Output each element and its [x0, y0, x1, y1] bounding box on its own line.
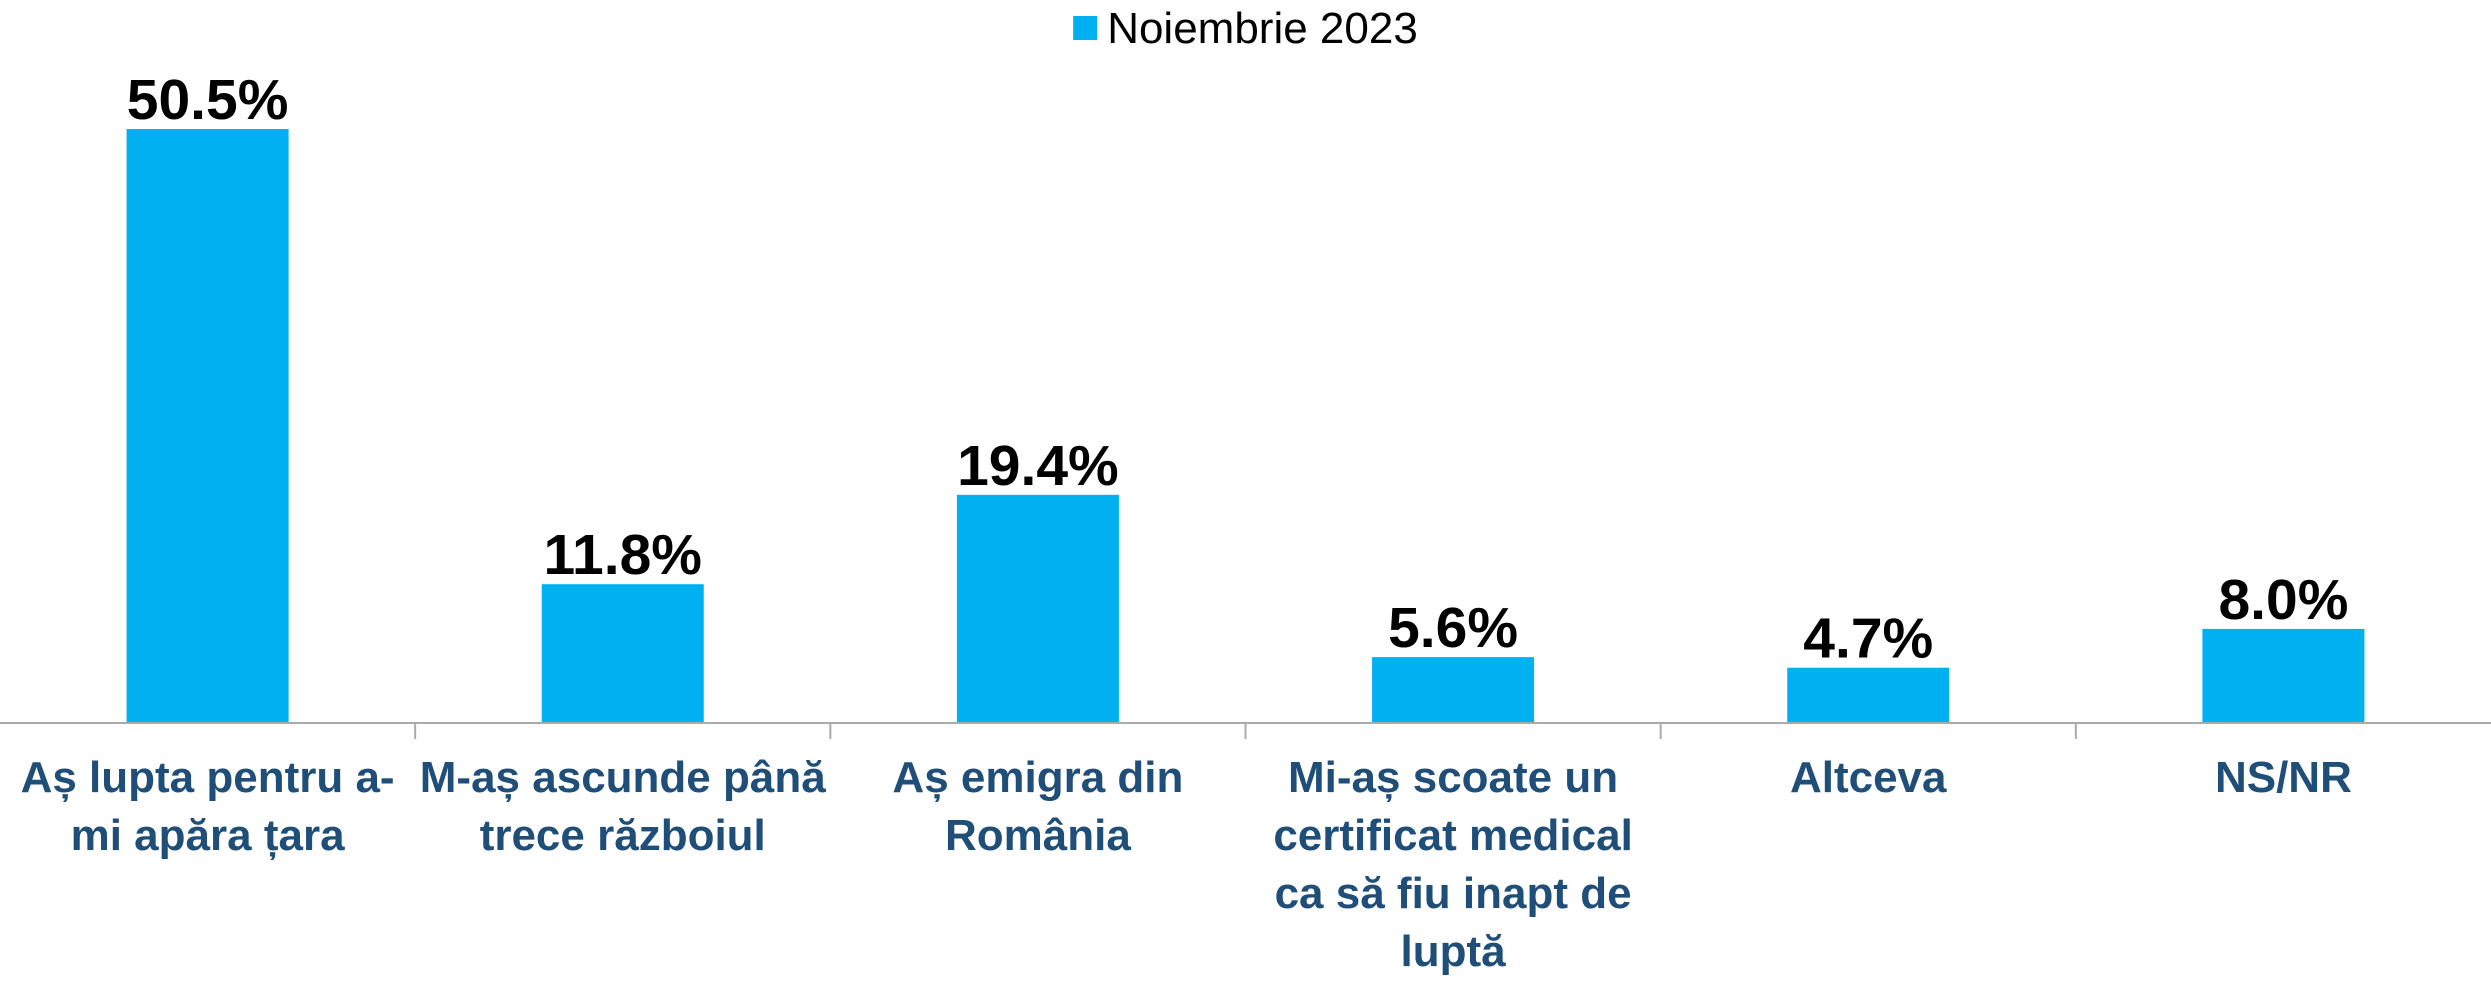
data-label: 4.7%	[1803, 607, 1933, 671]
x-tick-label: Altceva	[1789, 753, 1947, 802]
x-tick-label: Aș lupta pentru a-mi apăra țara	[20, 753, 395, 860]
data-label: 8.0%	[2218, 568, 2348, 632]
bar	[541, 584, 704, 723]
data-label: 5.6%	[1388, 596, 1518, 660]
bar	[1372, 657, 1535, 723]
data-label: 50.5%	[127, 68, 289, 132]
bar	[1787, 667, 1950, 723]
bar	[126, 129, 289, 723]
data-label: 19.4%	[957, 434, 1119, 498]
x-tick-label: M-aș ascunde până trece războiul	[419, 753, 826, 860]
legend-label: Noiembrie 2023	[1107, 4, 1418, 53]
bar	[2202, 628, 2365, 723]
x-tick-label: NS/NR	[2214, 753, 2352, 802]
bar	[956, 494, 1119, 723]
x-tick-label: Mi-aș scoate un certificat medical ca să…	[1273, 753, 1633, 976]
data-label: 11.8%	[544, 523, 702, 587]
x-tick-label: Aș emigra din România	[892, 753, 1184, 860]
legend-swatch	[1073, 16, 1098, 40]
